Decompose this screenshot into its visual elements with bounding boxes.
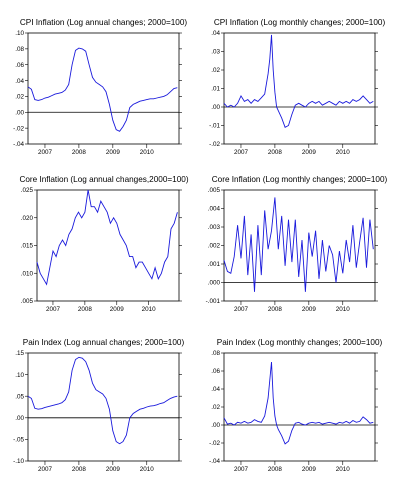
series-line: [27, 356, 178, 445]
y-tick-label: .00: [15, 415, 24, 422]
y-tick-label: .04: [15, 78, 24, 85]
y-tick-label: .02: [211, 67, 220, 74]
x-tick-label: 2007: [38, 149, 53, 156]
x-tick-label: 2008: [72, 466, 87, 473]
chart-title: CPI Inflation (Log annual changes; 2000=…: [20, 18, 188, 27]
x-tick-label: 2008: [268, 306, 283, 313]
y-tick-label: -.02: [209, 440, 220, 447]
y-tick-label: .025: [21, 187, 34, 194]
plot-frame: [27, 352, 180, 462]
y-tick-label: .000: [208, 280, 221, 287]
x-tick-label: 2008: [268, 466, 283, 473]
x-tick-label: 2009: [302, 149, 317, 156]
chart-panel-1: CPI Inflation (Log annual changes; 2000=…: [13, 18, 187, 156]
y-tick-label: -.02: [13, 125, 24, 132]
series-line: [223, 197, 374, 292]
x-tick-label: 2007: [234, 306, 249, 313]
y-tick-label: .02: [211, 404, 220, 411]
x-tick-label: 2008: [78, 306, 93, 313]
y-tick-label: .003: [208, 224, 221, 231]
x-tick-label: 2010: [142, 306, 157, 313]
series-line: [223, 34, 374, 128]
chart-panel-4: Core Inflation (Log monthly changes; 200…: [206, 175, 388, 313]
x-tick-label: 2009: [110, 306, 125, 313]
x-tick-label: 2009: [302, 466, 317, 473]
y-tick-label: .00: [211, 104, 220, 111]
y-tick-label: .05: [15, 393, 24, 400]
chart-title: Pain Index (Log annual changes; 2000=100…: [23, 338, 185, 347]
plot-frame: [223, 352, 376, 462]
x-tick-label: 2007: [46, 306, 61, 313]
y-tick-label: .01: [211, 86, 220, 93]
y-tick-label: .06: [15, 62, 24, 69]
plot-frame: [27, 32, 180, 145]
y-tick-label: -.04: [209, 458, 220, 465]
y-tick-label: .005: [21, 298, 34, 305]
series-line: [223, 361, 374, 445]
x-tick-label: 2007: [38, 466, 53, 473]
y-tick-label: .02: [15, 94, 24, 101]
x-tick-label: 2007: [234, 466, 249, 473]
x-tick-label: 2009: [302, 306, 317, 313]
y-tick-label: -.01: [209, 123, 220, 130]
y-tick-label: .001: [208, 261, 221, 268]
y-tick-label: .10: [15, 30, 24, 37]
plot-frame: [223, 189, 376, 302]
y-tick-label: .00: [15, 109, 24, 116]
y-tick-label: .10: [15, 372, 24, 379]
y-tick-label: -.02: [209, 141, 220, 148]
x-tick-label: 2008: [72, 149, 87, 156]
series-line: [27, 47, 178, 132]
y-tick-label: .010: [21, 270, 34, 277]
x-tick-label: 2008: [268, 149, 283, 156]
x-tick-label: 2009: [106, 466, 121, 473]
y-tick-label: .06: [211, 368, 220, 375]
chart-title: CPI Inflation (Log monthly changes; 2000…: [214, 18, 386, 27]
y-tick-label: -.05: [13, 437, 24, 444]
plot-frame: [223, 32, 376, 145]
plot-frame: [36, 189, 180, 302]
y-tick-label: -.10: [13, 458, 24, 465]
y-tick-label: .08: [15, 46, 24, 53]
y-tick-label: .005: [208, 187, 221, 194]
y-tick-label: .15: [15, 350, 24, 357]
x-tick-label: 2010: [336, 306, 351, 313]
chart-panel-2: CPI Inflation (Log monthly changes; 2000…: [209, 18, 385, 156]
y-tick-label: .020: [21, 215, 34, 222]
chart-panel-3: Core Inflation (Log annual changes,2000=…: [19, 175, 188, 313]
chart-title: Pain Index (Log monthly changes; 2000=10…: [217, 338, 383, 347]
x-tick-label: 2009: [106, 149, 121, 156]
chart-title: Core Inflation (Log monthly changes; 200…: [212, 175, 388, 184]
y-tick-label: .04: [211, 386, 220, 393]
y-tick-label: -.001: [206, 298, 221, 305]
y-tick-label: .00: [211, 422, 220, 429]
y-tick-label: .002: [208, 243, 221, 250]
x-tick-label: 2010: [140, 466, 155, 473]
x-tick-label: 2007: [234, 149, 249, 156]
y-tick-label: .08: [211, 350, 220, 357]
y-tick-label: -.04: [13, 141, 24, 148]
y-tick-label: .03: [211, 49, 220, 56]
y-tick-label: .004: [208, 206, 221, 213]
x-tick-label: 2010: [336, 149, 351, 156]
series-line: [36, 189, 178, 286]
chart-title: Core Inflation (Log annual changes,2000=…: [19, 175, 188, 184]
x-tick-label: 2010: [140, 149, 155, 156]
y-tick-label: .015: [21, 243, 34, 250]
chart-panel-5: Pain Index (Log annual changes; 2000=100…: [13, 338, 184, 473]
x-tick-label: 2010: [336, 466, 351, 473]
chart-panel-6: Pain Index (Log monthly changes; 2000=10…: [209, 338, 382, 473]
y-tick-label: .04: [211, 30, 220, 37]
